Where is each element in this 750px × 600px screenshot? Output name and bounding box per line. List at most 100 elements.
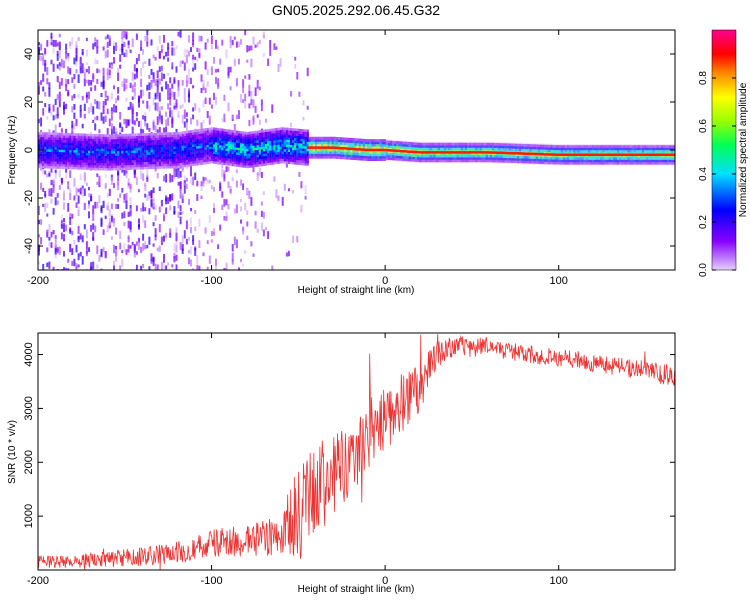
spectrogram-band-cell bbox=[100, 143, 103, 147]
spectrogram-noise-cell bbox=[104, 51, 107, 56]
spectrogram-band-cell bbox=[235, 152, 239, 155]
spectrogram-band-cell bbox=[48, 151, 51, 155]
spectrogram-band-cell bbox=[427, 154, 430, 158]
spectrogram-band-cell bbox=[519, 148, 522, 152]
spectrogram-band-cell bbox=[348, 149, 351, 153]
spectrogram-noise-cell bbox=[217, 83, 220, 89]
spectrogram-noise-cell bbox=[160, 65, 163, 69]
spectrogram-band-cell bbox=[181, 160, 184, 163]
spectrogram-band-cell bbox=[67, 166, 70, 170]
spectrogram-band-cell bbox=[229, 163, 232, 166]
spectrogram-band-cell bbox=[287, 142, 291, 145]
spectrogram-band-cell bbox=[73, 140, 76, 143]
spectrogram-noise-cell bbox=[190, 117, 192, 125]
spectrogram-band-cell bbox=[604, 154, 607, 158]
spectrogram-band-cell bbox=[550, 154, 553, 158]
spectrogram-noise-cell bbox=[175, 237, 178, 242]
spectrogram-band-cell bbox=[202, 154, 205, 158]
spectrogram-noise-cell bbox=[287, 250, 290, 257]
spectrogram-band-cell bbox=[123, 155, 126, 158]
spectrogram-noise-cell bbox=[77, 195, 80, 204]
spectrogram-band-cell bbox=[485, 147, 488, 151]
spectrogram-band-cell bbox=[188, 137, 191, 141]
spectrogram-band-cell bbox=[279, 137, 282, 140]
spectrogram-band-cell bbox=[217, 161, 220, 165]
spectrogram-band-cell bbox=[219, 159, 222, 163]
spectrogram-band-cell bbox=[281, 146, 284, 150]
spectrogram-band-cell bbox=[231, 156, 234, 159]
spectrogram-band-cell bbox=[102, 155, 105, 159]
spectrogram-noise-cell bbox=[56, 192, 59, 198]
spectrogram-band-cell bbox=[502, 157, 505, 161]
spectrogram-band-cell bbox=[323, 153, 326, 157]
spectrogram-band-cell bbox=[344, 144, 347, 148]
spectrogram-band-cell bbox=[273, 157, 276, 160]
spectrogram-noise-cell bbox=[173, 243, 176, 252]
spectrogram-noise-cell bbox=[71, 248, 74, 255]
spectrogram-noise-cell bbox=[115, 105, 118, 113]
spectrogram-band-cell bbox=[121, 162, 124, 166]
spectrogram-noise-cell bbox=[142, 203, 145, 207]
spectrogram-band-cell bbox=[304, 129, 307, 132]
spectrogram-band-cell bbox=[348, 152, 351, 155]
spectrogram-band-cell bbox=[238, 142, 241, 146]
spectrogram-noise-cell bbox=[252, 253, 255, 257]
spectrogram-noise-cell bbox=[125, 170, 128, 174]
spectrogram-band-cell bbox=[200, 138, 203, 141]
spectrogram-noise-cell bbox=[152, 54, 155, 59]
spectrogram-noise-cell bbox=[213, 92, 215, 100]
spectrogram-noise-cell bbox=[181, 60, 184, 64]
spectrogram-band-cell bbox=[250, 162, 253, 166]
spectrogram-band-cell bbox=[664, 157, 668, 160]
spectrogram-band-cell bbox=[63, 166, 66, 170]
spectrogram-band-cell bbox=[104, 136, 107, 140]
spectrogram-band-cell bbox=[127, 145, 130, 149]
spectrogram-noise-cell bbox=[248, 119, 251, 127]
spectrogram-band-cell bbox=[273, 159, 276, 163]
spectrogram-band-cell bbox=[421, 147, 424, 151]
spectrogram-band-cell bbox=[369, 139, 372, 142]
spectrogram-band-cell bbox=[231, 144, 234, 147]
spectrogram-band-cell bbox=[119, 141, 122, 144]
spectrogram-band-cell bbox=[523, 160, 526, 164]
spectrogram-band-cell bbox=[48, 166, 51, 169]
spectrogram-band-cell bbox=[362, 146, 366, 149]
spectrogram-band-cell bbox=[175, 163, 178, 166]
spectrogram-band-cell bbox=[181, 155, 184, 158]
spectrogram-noise-cell bbox=[92, 106, 95, 115]
spectrogram-band-cell bbox=[227, 155, 230, 159]
spectrogram-band-cell bbox=[296, 159, 299, 163]
spectrogram-band-cell bbox=[400, 158, 403, 161]
spectrogram-band-cell bbox=[465, 142, 468, 146]
spectrogram-band-cell bbox=[58, 132, 61, 136]
spectrogram-noise-cell bbox=[71, 36, 74, 45]
spectrogram-band-cell bbox=[642, 150, 645, 153]
spectrogram-noise-cell bbox=[133, 73, 136, 80]
spectrogram-band-cell bbox=[283, 127, 286, 131]
spectrogram-band-cell bbox=[535, 161, 538, 164]
spectrogram-band-cell bbox=[519, 160, 522, 164]
spectrogram-band-cell bbox=[171, 139, 174, 142]
spectrogram-band-cell bbox=[356, 155, 359, 158]
spectrogram-band-cell bbox=[129, 140, 132, 144]
spectrogram-band-cell bbox=[148, 145, 151, 148]
spectrogram-noise-cell bbox=[148, 58, 151, 66]
spectrogram-band-cell bbox=[160, 154, 164, 157]
spectrogram-noise-cell bbox=[142, 263, 145, 268]
spectrogram-band-cell bbox=[244, 136, 247, 140]
spectrogram-noise-cell bbox=[71, 77, 74, 83]
spectrogram-band-cell bbox=[327, 151, 330, 154]
spectrogram-noise-cell bbox=[85, 182, 88, 186]
spectrogram-noise-cell bbox=[154, 79, 157, 86]
spectrogram-noise-cell bbox=[242, 99, 245, 103]
spectrogram-noise-cell bbox=[117, 72, 120, 81]
spectrogram-band-cell bbox=[83, 148, 86, 151]
spectrogram-noise-cell bbox=[227, 181, 230, 189]
spectrogram-band-cell bbox=[310, 136, 314, 140]
spectrogram-band-cell bbox=[60, 166, 64, 169]
spectrogram-band-cell bbox=[290, 128, 293, 131]
spectrogram-noise-cell bbox=[50, 59, 53, 65]
spectrogram-band-cell bbox=[210, 156, 214, 159]
spectrogram-band-cell bbox=[177, 165, 180, 169]
spectrogram-noise-cell bbox=[142, 202, 145, 212]
